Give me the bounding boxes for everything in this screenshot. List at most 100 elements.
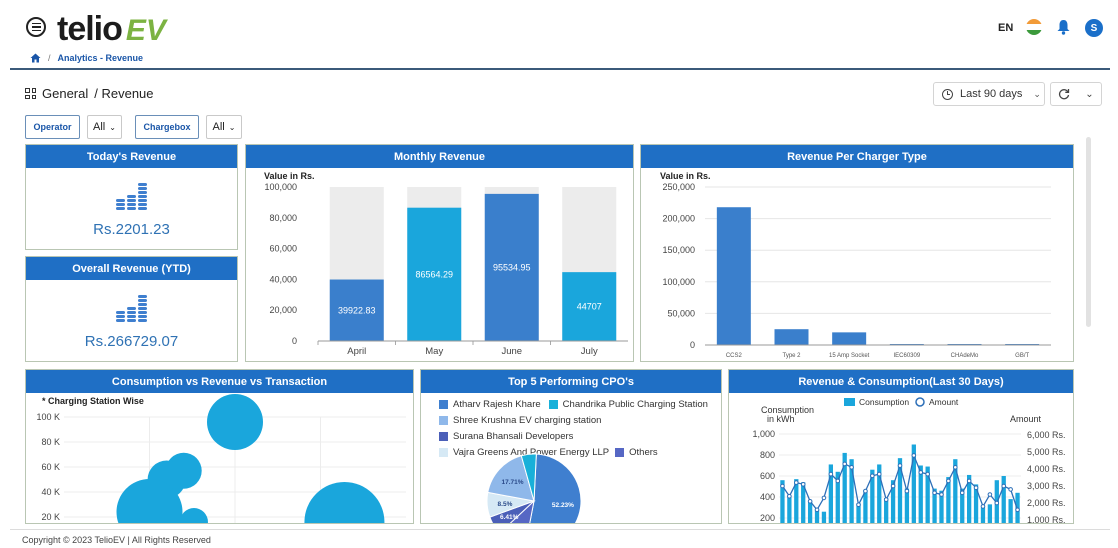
legend-swatch [439, 431, 448, 441]
amount-point [814, 507, 820, 513]
bar-value-label: 39922.83 [338, 305, 376, 315]
bar-value-label: 44707 [577, 302, 602, 312]
legend-item[interactable]: Shree Krushna EV charging station [453, 414, 602, 426]
chargebox-filter-button[interactable]: Chargebox [135, 115, 199, 139]
pie-slice [509, 499, 535, 523]
x-tick-label: May [425, 346, 443, 357]
amount-point [793, 480, 799, 485]
legend-swatch [439, 447, 448, 457]
legend-swatch [615, 447, 625, 457]
breadcrumb-current[interactable]: Analytics - Revenue [57, 53, 144, 63]
header-divider [10, 68, 1110, 70]
y-tick-label: 0 [690, 340, 695, 350]
chevron-down-icon: ⌄ [1033, 88, 1041, 99]
bar [918, 465, 923, 523]
bar [897, 458, 903, 523]
overall-revenue-card: Overall Revenue (YTD) Rs.266729.07 [25, 256, 238, 362]
legend-swatch [844, 398, 855, 406]
x-tick-label: CHAdeMo [951, 353, 979, 359]
amount-point [870, 473, 875, 479]
menu-icon[interactable] [26, 17, 46, 37]
amount-point [946, 478, 951, 484]
page-title-page: / Revenue [94, 86, 154, 101]
card-title: Overall Revenue (YTD) [26, 257, 237, 280]
y-tick-label: 100 K [36, 412, 60, 422]
amount-point [904, 488, 910, 494]
operator-filter-button[interactable]: Operator [25, 115, 80, 139]
chevron-down-icon: ⌄ [228, 122, 236, 132]
refresh-icon[interactable] [1058, 88, 1070, 100]
amount-point [842, 461, 847, 467]
y-tick-label: 60,000 [269, 244, 297, 254]
chargebox-select[interactable]: All ⌄ [206, 115, 242, 139]
amount-point [828, 471, 834, 477]
y-tick-label: 60 K [41, 462, 60, 472]
panel-title: Monthly Revenue [246, 145, 633, 168]
x-tick-label: Type 2 [782, 353, 801, 359]
pie-slice-label: 17.71% [501, 479, 523, 486]
y-axis-label-left: Consumption [761, 405, 814, 415]
legend-swatch [439, 415, 448, 425]
legend-item: Consumption [859, 397, 909, 407]
legend-item[interactable]: Chandrika Public Charging Station [562, 398, 708, 410]
bar [484, 193, 539, 341]
panel-title: Revenue Per Charger Type [641, 145, 1073, 168]
pie-slice-label: 8.5% [498, 501, 513, 508]
amount-point [787, 493, 792, 499]
y-tick-label-left: 600 [760, 471, 775, 481]
cpo-legend: Atharv Rajesh Khare Chandrika Public Cha… [439, 396, 708, 460]
bell-icon[interactable] [1056, 19, 1071, 35]
overall-revenue-value: Rs.266729.07 [84, 333, 179, 350]
page-title-section: General [42, 86, 89, 101]
bar [774, 329, 809, 345]
refresh-control[interactable]: ⌄ [1050, 82, 1102, 106]
x-tick-label: IEC60309 [893, 353, 920, 359]
page-title: General / Revenue [25, 86, 154, 101]
coins-icon [115, 295, 147, 322]
bar [870, 469, 875, 523]
y-tick-label: 40,000 [269, 274, 297, 284]
bar [890, 480, 896, 523]
todays-revenue-value: Rs.2201.23 [93, 221, 170, 238]
chevron-down-icon[interactable]: ⌄ [1085, 88, 1094, 100]
scrollbar[interactable] [1086, 137, 1091, 327]
bar [828, 464, 834, 523]
logo-text: telio [57, 10, 123, 48]
amount-point [780, 483, 785, 489]
panel-title: Revenue & Consumption(Last 30 Days) [729, 370, 1073, 393]
legend-swatch [548, 399, 558, 409]
bar [407, 207, 462, 341]
legend-swatch [439, 399, 448, 409]
bar [884, 498, 889, 523]
logo[interactable]: telio EV [57, 10, 166, 48]
clock-icon [942, 88, 953, 100]
bar [946, 477, 951, 523]
legend-item[interactable]: Atharv Rajesh Khare [453, 398, 541, 410]
y-axis-label-left-unit: in kWh [767, 414, 795, 424]
footer-copyright: Copyright © 2023 TelioEV | All Rights Re… [22, 535, 211, 545]
bar [911, 444, 916, 523]
charger-type-chart: Value in Rs.250,000 200,000 150,000 100,000… [660, 171, 1051, 359]
bar [842, 452, 847, 523]
amount-point [876, 471, 882, 477]
language-selector[interactable]: EN [998, 22, 1014, 34]
legend-item[interactable]: Surana Bhansali Developers [453, 430, 574, 442]
legend-item[interactable]: Others [629, 446, 658, 458]
india-flag-icon[interactable] [1026, 19, 1042, 35]
legend-item[interactable]: Vajra Greens And Power Energy LLP [453, 446, 610, 458]
home-icon[interactable] [30, 53, 41, 63]
top-cpo-panel: Top 5 Performing CPO's Atharv Rajesh Kha… [420, 369, 722, 524]
bar [973, 484, 979, 523]
bubble [116, 479, 183, 523]
amount-point [987, 492, 993, 497]
amount-point [959, 490, 965, 496]
operator-select[interactable]: All ⌄ [87, 115, 122, 139]
amount-point [1001, 483, 1007, 489]
chargebox-select-value: All [212, 121, 225, 133]
amount-point [994, 500, 1000, 506]
avatar[interactable]: S [1085, 19, 1103, 37]
date-range-select[interactable]: Last 90 days ⌄ [933, 82, 1045, 106]
bar [787, 494, 792, 523]
chart-subtitle: * Charging Station Wise [42, 396, 144, 406]
amount-point [897, 463, 903, 468]
